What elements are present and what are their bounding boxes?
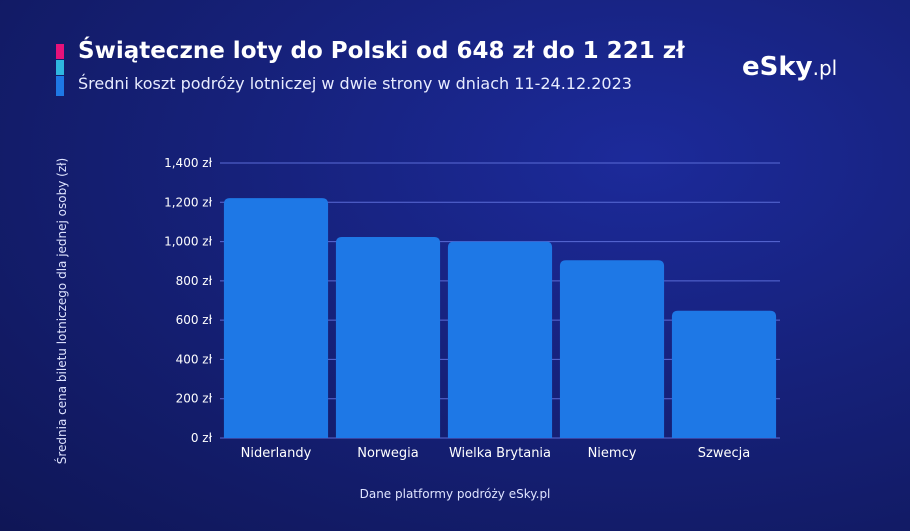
y-tick-label: 1,200 zł bbox=[164, 195, 212, 209]
y-tick-label: 0 zł bbox=[191, 431, 213, 445]
source-note: Dane platformy podróży eSky.pl bbox=[359, 487, 551, 501]
bar-niemcy bbox=[559, 260, 665, 438]
y-tick-label: 400 zł bbox=[176, 352, 213, 366]
bar-szwecja bbox=[671, 310, 777, 438]
x-tick-label: Niemcy bbox=[588, 446, 637, 461]
accent-bar-pink bbox=[56, 44, 64, 59]
y-tick-label: 1,400 zł bbox=[164, 156, 212, 170]
accent-bar-blue bbox=[56, 76, 64, 96]
bar-niderlandy bbox=[223, 198, 329, 438]
y-tick-labels: 0 zł 200 zł 400 zł 600 zł 800 zł 1,000 zł 1,20… bbox=[164, 156, 212, 445]
x-tick-label: Wielka Brytania bbox=[449, 446, 551, 461]
y-tick-label: 800 zł bbox=[176, 274, 213, 288]
accent-bar-cyan bbox=[56, 60, 64, 75]
y-tick-label: 200 zł bbox=[176, 392, 213, 406]
bars bbox=[223, 198, 777, 438]
x-tick-label: Niderlandy bbox=[241, 446, 312, 461]
logo-suffix-text: .pl bbox=[812, 56, 838, 80]
chart-title: Świąteczne loty do Polski od 648 zł do 1… bbox=[78, 38, 685, 64]
y-tick-label: 600 zł bbox=[176, 313, 213, 327]
x-tick-label: Norwegia bbox=[357, 446, 418, 461]
esky-logo: eSky.pl bbox=[742, 52, 837, 82]
x-tick-labels: Niderlandy Norwegia Wielka Brytania Niemcy S… bbox=[241, 446, 751, 461]
bar-wielka-brytania bbox=[447, 241, 553, 438]
y-tick-label: 1,000 zł bbox=[164, 235, 212, 249]
logo-main-text: eSky bbox=[742, 52, 813, 82]
bar-norwegia bbox=[335, 237, 441, 438]
x-tick-label: Szwecja bbox=[698, 446, 750, 461]
chart-subtitle: Średni koszt podróży lotniczej w dwie st… bbox=[78, 74, 632, 93]
